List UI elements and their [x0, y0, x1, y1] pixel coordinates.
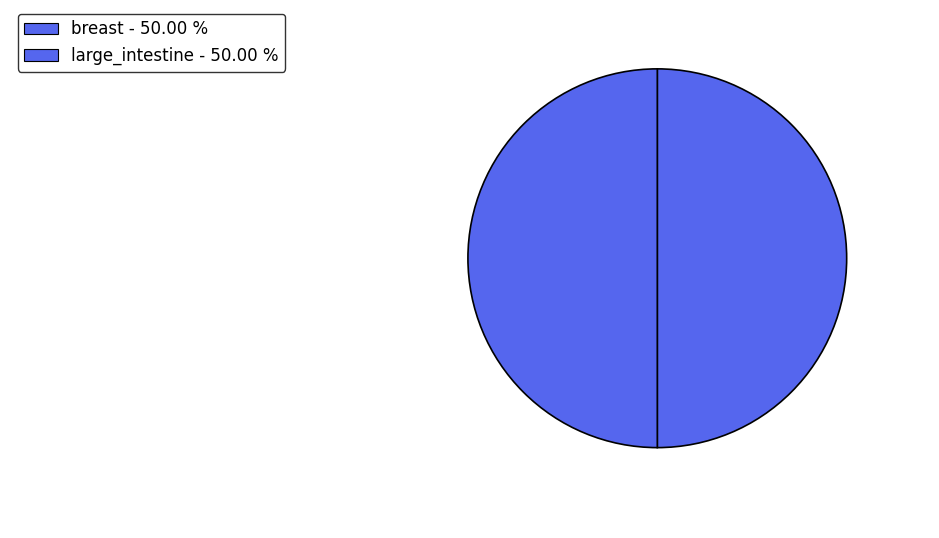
Legend: breast - 50.00 %, large_intestine - 50.00 %: breast - 50.00 %, large_intestine - 50.0…: [18, 13, 285, 72]
Wedge shape: [468, 69, 657, 448]
Wedge shape: [657, 69, 847, 448]
